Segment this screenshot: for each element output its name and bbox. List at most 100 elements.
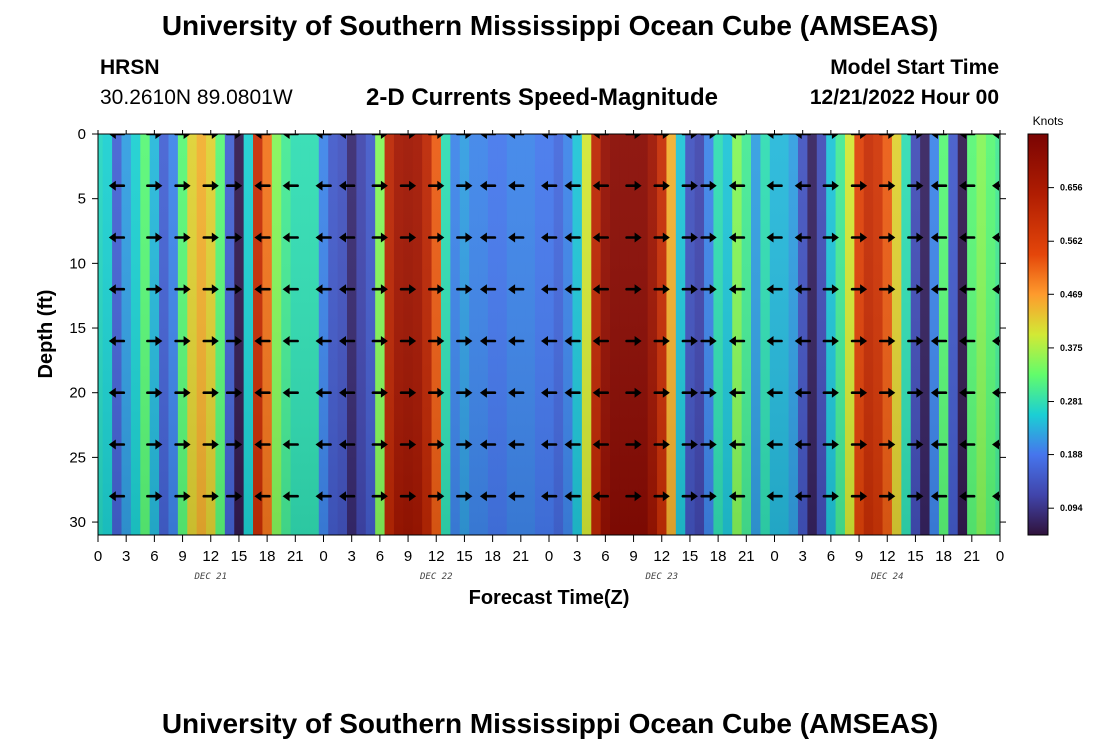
current-arrow (399, 336, 417, 346)
x-tick-label: 9 (855, 548, 863, 565)
arrow-head (282, 336, 290, 346)
arrow-head (254, 134, 262, 139)
arrow-head (564, 439, 572, 450)
current-arrow (479, 232, 497, 243)
arrow-head (831, 284, 839, 295)
x-tick-label: 6 (601, 548, 609, 565)
x-tick-label: 0 (94, 548, 102, 565)
arrow-head (766, 232, 774, 243)
current-arrow (681, 387, 698, 398)
arrow-head (709, 491, 717, 502)
arrow-head (662, 284, 670, 295)
current-arrow (878, 180, 896, 191)
current-arrow (541, 491, 558, 502)
current-arrow (728, 284, 746, 295)
colorbar-gradient (1027, 133, 1049, 536)
current-arrow (959, 336, 976, 346)
current-arrow (146, 180, 163, 191)
current-arrow (959, 134, 976, 139)
current-arrow (930, 232, 948, 243)
arrow-head (728, 134, 736, 139)
current-arrow (225, 232, 243, 243)
date-label: DEC 22 (419, 572, 453, 582)
arrow-head (888, 284, 896, 295)
current-arrow (254, 180, 271, 191)
current-arrow (794, 491, 812, 502)
current-arrow (625, 134, 642, 139)
arrow-head (592, 439, 600, 450)
current-arrow (371, 284, 388, 295)
arrow-head (916, 180, 924, 191)
current-arrow (371, 180, 388, 191)
x-tick-label: 3 (799, 548, 807, 565)
arrow-head (592, 387, 600, 398)
arrow-head (959, 284, 967, 295)
current-arrow (625, 284, 642, 295)
current-arrow (564, 336, 581, 346)
arrow-head (479, 232, 487, 243)
arrow-head (108, 439, 116, 450)
arrow-head (254, 180, 262, 191)
current-arrow (728, 134, 746, 139)
arrow-head (728, 180, 736, 191)
current-arrow (794, 284, 812, 295)
arrow-head (254, 336, 262, 346)
current-arrow (479, 284, 497, 295)
arrow-head (592, 336, 600, 346)
y-axis-label: Depth (ft) (35, 290, 57, 379)
current-vectors (108, 134, 1000, 502)
current-arrow (108, 134, 126, 139)
arrow-head (315, 387, 323, 398)
arrow-head (380, 387, 388, 398)
arrow-head (634, 180, 642, 191)
current-arrow (930, 439, 948, 450)
arrow-head (315, 284, 323, 295)
current-arrow (681, 336, 698, 346)
current-arrow (959, 232, 976, 243)
arrow-head (155, 439, 163, 450)
arrow-head (155, 284, 163, 295)
current-arrow (992, 491, 1000, 502)
arrow-head (564, 180, 572, 191)
arrow-head (479, 284, 487, 295)
current-arrow (541, 180, 558, 191)
current-arrow (653, 284, 670, 295)
x-tick-label: 12 (879, 548, 896, 565)
arrow-head (860, 491, 868, 502)
arrow-head (930, 232, 938, 243)
current-arrow (592, 134, 610, 139)
arrow-head (108, 336, 116, 346)
arrow-head (634, 336, 642, 346)
current-arrow (225, 134, 243, 139)
heatmap-depth-shading (98, 134, 1000, 535)
arrow-head (339, 387, 346, 398)
arrow-head (315, 439, 323, 450)
current-arrow (850, 336, 868, 346)
current-arrow (794, 336, 812, 346)
y-axis: 0 5 10 15 20 25 30 (69, 126, 1006, 531)
current-arrow (822, 336, 839, 346)
current-arrow (146, 439, 163, 450)
arrow-head (930, 439, 938, 450)
current-arrow (108, 284, 126, 295)
current-arrow (479, 387, 497, 398)
current-arrow (728, 232, 746, 243)
arrow-head (959, 387, 967, 398)
arrow-head (916, 336, 924, 346)
current-arrow (822, 491, 839, 502)
current-arrow (878, 387, 896, 398)
current-arrow (625, 180, 642, 191)
arrow-head (592, 134, 600, 139)
current-arrow (399, 387, 417, 398)
arrow-head (916, 284, 924, 295)
arrow-head (183, 232, 191, 243)
arrow-head (339, 439, 346, 450)
current-arrow (992, 439, 1000, 450)
arrow-head (282, 284, 290, 295)
arrow-head (541, 232, 548, 243)
arrow-head (831, 336, 839, 346)
arrow-head (282, 491, 290, 502)
colorbar-tick-label: 0.281 (1060, 397, 1083, 407)
arrow-head (409, 284, 417, 295)
arrow-head (564, 284, 572, 295)
